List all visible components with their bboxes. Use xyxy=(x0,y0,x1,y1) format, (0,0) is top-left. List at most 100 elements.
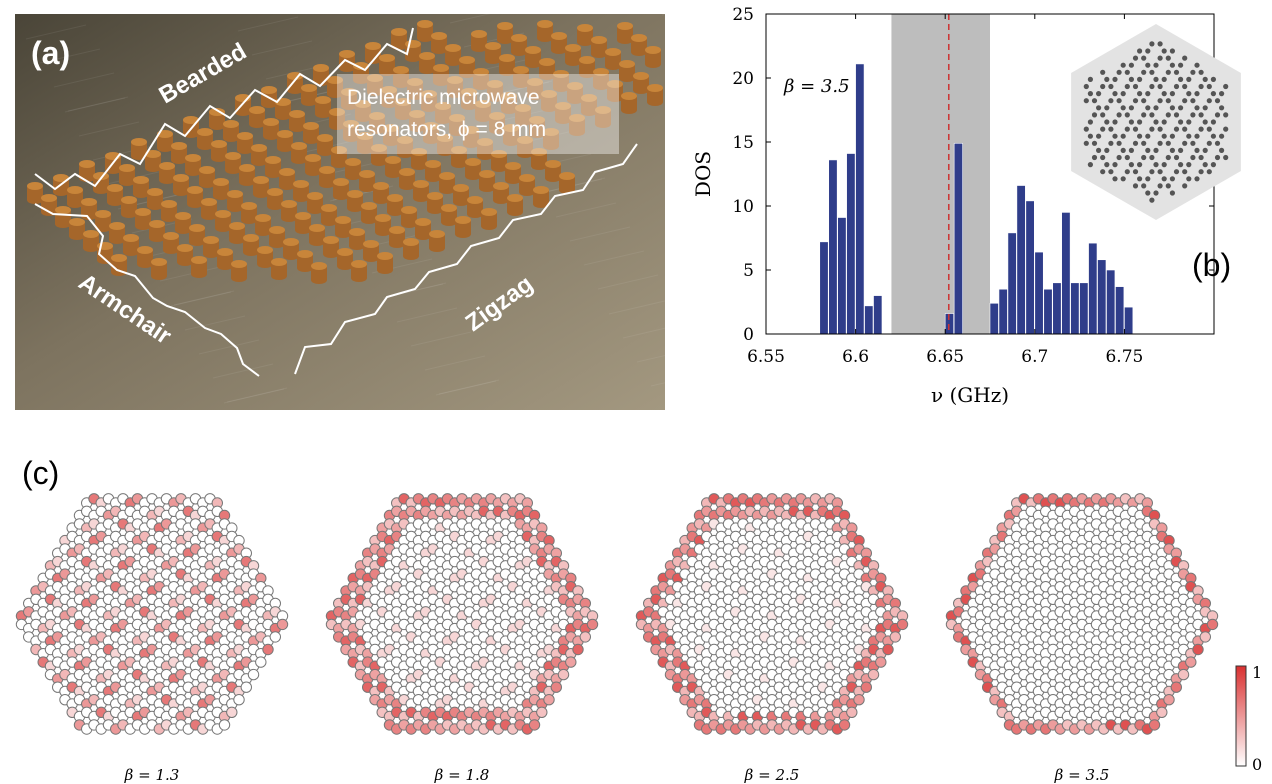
resonator-cylinder xyxy=(595,106,611,128)
lattice-site xyxy=(889,631,901,643)
beta-label-1-8: β = 1.8 xyxy=(434,766,490,784)
resonator-cylinder xyxy=(435,102,451,124)
resonator-cylinder xyxy=(67,186,83,208)
inset-site xyxy=(1198,83,1204,90)
inset-site xyxy=(1137,76,1143,82)
resonator-cylinder xyxy=(199,166,215,188)
inset-site xyxy=(1202,76,1208,82)
inset-site xyxy=(1100,126,1106,132)
inset-site xyxy=(1145,176,1151,182)
resonator-cylinder xyxy=(389,226,405,248)
resonator-cylinder xyxy=(343,120,359,142)
inset-site xyxy=(1137,119,1143,125)
texture-streak xyxy=(449,14,491,24)
annotation-line-2: resonators, ϕ = 8 mm xyxy=(347,118,546,141)
inset-site xyxy=(1100,154,1106,161)
lattice-beta-2-5 xyxy=(635,493,909,735)
resonator-cylinder xyxy=(481,208,497,230)
inset-site xyxy=(1161,91,1167,97)
inset-site xyxy=(1132,140,1139,146)
inset-site xyxy=(1198,154,1204,161)
inset-site xyxy=(1165,112,1171,118)
inset-site xyxy=(1157,55,1163,61)
inset-site xyxy=(1149,154,1155,161)
resonator-cylinder xyxy=(413,180,429,202)
resonator-cylinder xyxy=(295,212,311,234)
resonator-cylinder xyxy=(403,238,419,260)
resonator-cylinder xyxy=(283,238,299,260)
lattice-site xyxy=(882,643,894,656)
resonator-cylinder xyxy=(569,114,585,136)
resonator-cylinder xyxy=(381,86,397,108)
resonator-cylinder xyxy=(477,138,493,160)
inset-site xyxy=(1141,183,1147,189)
inset-site xyxy=(1124,126,1130,132)
resonator-cylinder xyxy=(79,160,95,182)
resonator-cylinder xyxy=(349,228,365,250)
lattice-site xyxy=(276,618,289,631)
texture-streak xyxy=(39,48,101,64)
resonator-cylinder xyxy=(263,118,279,140)
x-tick-label: 6.75 xyxy=(1105,347,1143,367)
inset-site xyxy=(1190,98,1196,104)
resonator-cylinder xyxy=(397,136,413,158)
inset-site xyxy=(1116,154,1122,161)
resonator-cylinder xyxy=(519,174,535,196)
resonator-cylinder xyxy=(317,134,333,156)
resonator-cylinder xyxy=(257,246,273,268)
inset-site xyxy=(1124,112,1130,118)
resonator-cylinder xyxy=(577,24,593,46)
lattice-site xyxy=(255,656,267,668)
resonator-cylinder xyxy=(565,44,581,66)
resonator-cylinder xyxy=(399,168,415,190)
resonator-cylinder xyxy=(379,54,395,76)
resonator-cylinder xyxy=(619,60,635,82)
inset-site xyxy=(1145,147,1151,153)
inset-site xyxy=(1087,133,1093,139)
lattice-beta-1-3 xyxy=(15,493,289,735)
resonator-cylinder xyxy=(213,178,229,200)
resonator-cylinder xyxy=(109,222,125,244)
resonator-cylinder xyxy=(307,192,323,214)
inset-site xyxy=(1149,41,1155,47)
histogram-bar xyxy=(819,241,829,335)
histogram-bar xyxy=(1070,282,1080,335)
y-tick-label: 25 xyxy=(732,5,754,25)
resonator-cylinder xyxy=(465,158,481,180)
resonator-cylinder xyxy=(289,110,305,132)
resonator-cylinder xyxy=(305,154,321,176)
resonator-cylinder xyxy=(433,64,449,86)
resonator-cylinder xyxy=(135,208,151,230)
inset-site xyxy=(1149,126,1155,132)
inset-site xyxy=(1087,162,1093,168)
inset-site xyxy=(1128,105,1134,111)
resonator-cylinder xyxy=(93,172,109,194)
resonator-cylinder xyxy=(159,162,175,184)
inset-site xyxy=(1153,105,1159,111)
histogram-bar xyxy=(828,159,838,335)
texture-streak xyxy=(622,327,665,339)
inset-site xyxy=(1169,176,1175,182)
inset-site xyxy=(1153,190,1159,196)
inset-site xyxy=(1083,126,1089,132)
inset-site xyxy=(1104,76,1110,82)
inset-site xyxy=(1137,133,1143,139)
lattice-site xyxy=(867,668,880,681)
resonator-cylinder xyxy=(409,110,425,132)
inset-site xyxy=(1173,69,1180,75)
resonator-cylinder xyxy=(391,28,407,50)
resonator-cylinder xyxy=(217,248,233,270)
resonator-cylinder xyxy=(385,156,401,178)
resonator-cylinder xyxy=(137,246,153,268)
resonator-cylinder xyxy=(121,196,137,218)
inset-site xyxy=(1178,62,1184,68)
inset-site xyxy=(1157,83,1163,90)
inset-site xyxy=(1091,98,1098,104)
inset-site xyxy=(1108,126,1114,132)
resonator-cylinder xyxy=(539,58,555,80)
texture-streak xyxy=(435,380,497,396)
resonator-cylinder xyxy=(607,80,623,102)
histogram-bar xyxy=(855,63,865,335)
resonator-cylinder xyxy=(461,88,477,110)
resonator-cylinder xyxy=(347,190,363,212)
